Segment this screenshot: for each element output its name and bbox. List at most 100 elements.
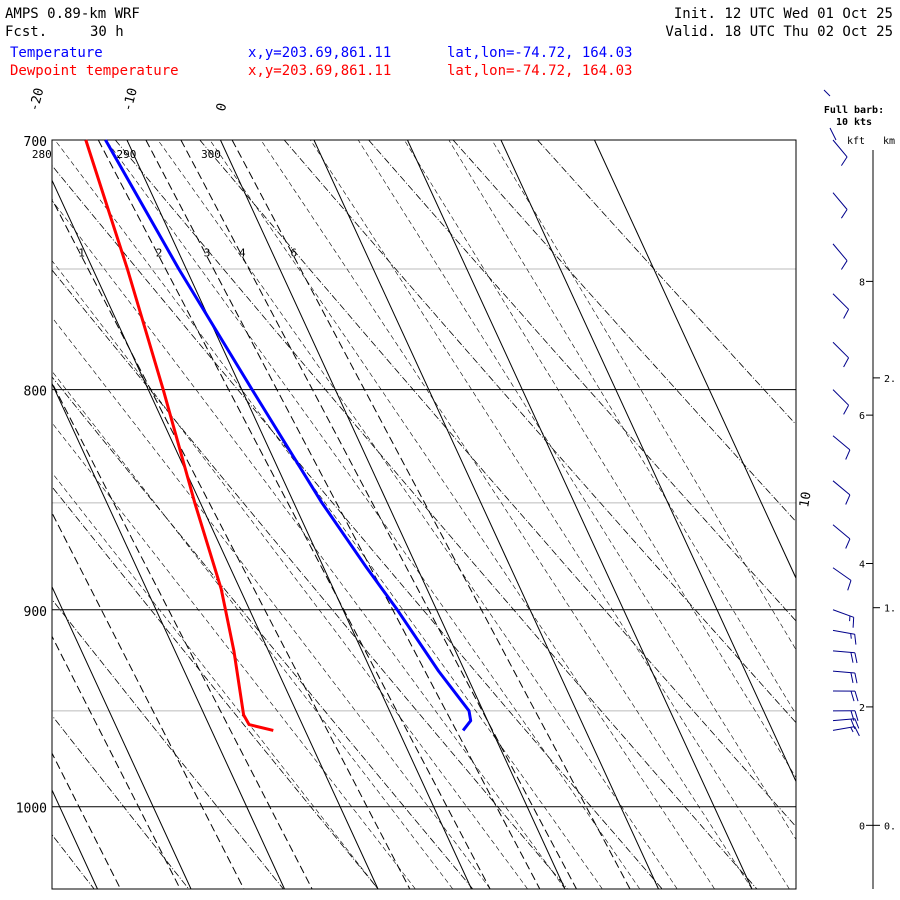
dry-adiabat xyxy=(52,486,379,889)
dewpoint-profile xyxy=(84,139,274,732)
dry-adiabat-label: 290 xyxy=(116,148,136,161)
pressure-label: 1000 xyxy=(16,802,47,817)
wind-barb xyxy=(832,650,858,664)
mixing-ratio-line xyxy=(52,381,313,889)
mixing-ratio-label: 6 xyxy=(290,247,297,260)
pressure-label: 700 xyxy=(24,135,47,150)
mixing-ratio-label: 4 xyxy=(239,247,246,260)
mixing-ratio-label: 2 xyxy=(156,247,163,260)
isotherm xyxy=(52,382,285,889)
moist-adiabat xyxy=(54,140,603,889)
wind-barb xyxy=(832,192,848,219)
mixing-ratio-label: 1 xyxy=(78,247,85,260)
moist-adiabat xyxy=(52,260,528,889)
moist-adiabat xyxy=(52,316,491,889)
mixing-ratio-line xyxy=(52,511,245,889)
moist-adiabat xyxy=(52,422,416,889)
pressure-label: 800 xyxy=(24,385,47,400)
moist-adiabat xyxy=(404,140,796,779)
isotherm xyxy=(52,585,192,889)
legend-latlon: lat,lon=-74.72, 164.03 xyxy=(447,45,632,61)
dry-adiabat xyxy=(52,376,474,889)
mixing-ratio-line xyxy=(231,140,631,889)
mixing-ratio-line xyxy=(52,752,121,889)
valid-time: Valid. 18 UTC Thu 02 Oct 25 xyxy=(665,24,893,40)
legend-series-name: Dewpoint temperature xyxy=(10,63,179,79)
dry-adiabat xyxy=(52,164,663,889)
isotherm xyxy=(220,140,566,889)
moist-adiabat xyxy=(105,140,641,889)
mixing-ratio-line xyxy=(180,140,577,889)
dry-adiabat xyxy=(114,140,758,889)
wind-barb xyxy=(832,629,857,645)
moist-adiabat xyxy=(357,140,796,840)
moist-adiabat xyxy=(448,140,796,715)
dry-adiabat xyxy=(52,269,568,889)
isotherm-label: -20 xyxy=(27,86,48,113)
mixing-ratio-line xyxy=(52,198,411,889)
wind-legend-barb xyxy=(823,89,831,97)
forecast-label: Fcst. xyxy=(5,24,47,40)
wind-barb xyxy=(832,293,850,319)
moist-adiabat xyxy=(157,140,678,889)
kft-label: kft xyxy=(847,136,865,147)
kft-tick-label: 0 xyxy=(859,821,865,832)
dry-adiabat-label: 280 xyxy=(32,148,52,161)
legend-series-name: Temperature xyxy=(10,45,103,61)
moist-adiabat xyxy=(260,140,753,889)
isotherm-label: -10 xyxy=(120,86,141,113)
moist-adiabat xyxy=(209,140,715,889)
moist-adiabat xyxy=(52,200,566,889)
isotherm xyxy=(52,179,379,889)
moist-adiabat xyxy=(52,472,379,889)
forecast-hours: 30 h xyxy=(90,24,124,40)
dry-adiabat xyxy=(199,140,796,828)
wind-barb xyxy=(832,726,860,737)
km-tick-label: 2. xyxy=(884,374,896,385)
wind-legend-line2: 10 kts xyxy=(836,117,872,128)
model-name: AMPS 0.89-km WRF xyxy=(5,6,140,22)
moist-adiabat xyxy=(491,140,796,651)
plot-frame xyxy=(51,139,797,890)
wind-barb xyxy=(832,524,851,549)
isotherm xyxy=(0,140,4,889)
pressure-label: 900 xyxy=(24,605,47,620)
moist-adiabat xyxy=(52,370,454,889)
wind-barb xyxy=(832,609,855,628)
dry-adiabat xyxy=(452,140,796,523)
kft-tick-label: 6 xyxy=(859,411,865,422)
legend-latlon: lat,lon=-74.72, 164.03 xyxy=(447,63,632,79)
mixing-ratio-line xyxy=(52,635,181,889)
wind-barb xyxy=(832,243,848,270)
legend-location: x,y=203.69,861.11 xyxy=(248,45,391,61)
wind-barb xyxy=(832,567,852,591)
kft-tick-label: 8 xyxy=(859,277,865,288)
mixing-ratio-label: 3 xyxy=(204,247,211,260)
km-label: km xyxy=(883,136,895,147)
wind-barb xyxy=(832,670,858,684)
legend-location: x,y=203.69,861.11 xyxy=(248,63,391,79)
moist-adiabat xyxy=(310,140,790,889)
dry-adiabat xyxy=(368,140,796,622)
km-tick-label: 0. xyxy=(884,821,896,832)
dry-adiabat xyxy=(283,140,796,724)
isotherm xyxy=(594,140,796,580)
wind-barb xyxy=(832,690,859,702)
mixing-ratio-line xyxy=(97,140,491,889)
isotherm xyxy=(313,140,659,889)
dry-adiabat xyxy=(52,598,284,889)
wind-legend-line1: Full barb: xyxy=(824,105,884,116)
km-tick-label: 1. xyxy=(884,604,896,615)
isotherm xyxy=(126,140,472,889)
dry-adiabat-label: 300 xyxy=(201,148,221,161)
isotherm-label: 0 xyxy=(214,102,231,113)
wind-barb xyxy=(832,389,850,415)
kft-tick-label: 4 xyxy=(859,560,865,571)
kft-tick-label: 2 xyxy=(859,703,865,714)
wind-legend-barb xyxy=(829,127,837,141)
wind-barb xyxy=(832,341,850,368)
wind-barb xyxy=(832,435,851,460)
isotherm xyxy=(407,140,753,889)
wind-barb xyxy=(832,480,851,505)
